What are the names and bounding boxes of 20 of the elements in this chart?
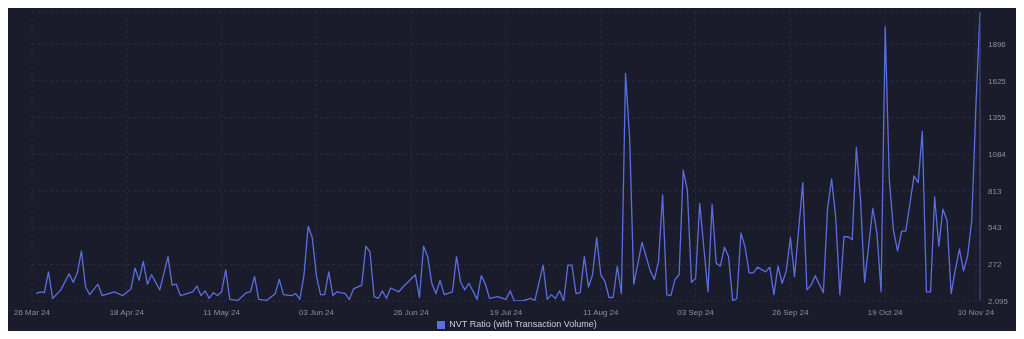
x-tick-label: 10 Nov 24 [957,307,995,317]
x-tick-label: 26 Jun 24 [393,307,430,317]
x-tick-label: 26 Sep 24 [772,307,810,317]
y-tick-label: 2.095 [988,296,1009,306]
y-tick-label: 1896 [988,39,1007,49]
x-tick-label: 03 Sep 24 [677,307,715,317]
y-tick-label: 1355 [988,113,1007,123]
y-tick-label: 272 [988,260,1002,270]
x-tick-label: 26 Mar 24 [13,307,51,317]
x-tick-label: 03 Jun 24 [298,307,335,317]
x-tick-label: 19 Jul 24 [489,307,523,317]
x-tick-label: 11 May 24 [203,307,241,317]
legend-label: NVT Ratio (with Transaction Volume) [449,319,597,329]
x-tick-label: 11 Aug 24 [583,307,620,317]
x-tick-label: 18 Apr 24 [109,307,145,317]
y-tick-label: 543 [988,223,1002,233]
y-tick-label: 813 [988,186,1002,196]
y-tick-label: 1625 [988,76,1007,86]
y-tick-label: 1084 [988,150,1007,160]
x-tick-label: 19 Oct 24 [867,307,904,317]
